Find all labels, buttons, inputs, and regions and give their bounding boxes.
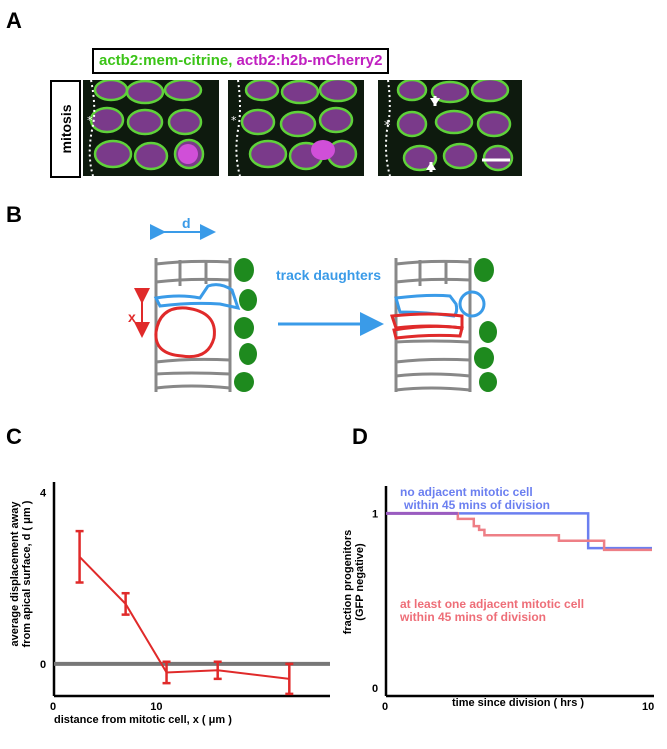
d-legend-red-line2: within 45 mins of division [400,610,547,624]
green-cells-before [234,258,257,392]
c-ylabel-wrap: average displacement away from apical su… [6,470,33,680]
d-legend-red: at least one adjacent mitotic cell withi… [400,598,584,624]
micrograph-3-image: * [378,80,522,176]
panel-label-d: D [352,424,368,449]
d-legend-blue-line2: within 45 mins of division [404,498,551,512]
d-series-no-adjacent [386,512,652,550]
d-label: d [182,215,191,231]
tissue-before [154,258,232,392]
c-xtick-zero: 0 [50,701,56,713]
d-xlabel: time since division ( hrs ) [452,697,585,709]
d-legend-red-line1: at least one adjacent mitotic cell [400,597,585,611]
c-series-line [78,556,290,680]
apical-asterisk-2: * [231,114,237,127]
panel-label-c: C [6,424,22,449]
micrograph-1: * [83,80,219,176]
apical-asterisk: * [87,114,93,127]
d-legend-blue: no adjacent mitotic cell within 45 mins … [400,486,550,512]
legend-magenta-channel: actb2:h2b-mCherry2 [236,52,383,69]
blue-neighbor-cell [153,283,241,311]
c-ylabel-line1: average displacement away [9,501,21,647]
micrograph-2-image: * [228,80,364,176]
blue-daughter-round [458,290,486,318]
d-ytick-top: 1 [372,508,378,520]
panel-label-b: B [6,202,22,227]
legend-green-channel: actb2:mem-citrine, [99,52,233,69]
c-ytick-zero: 0 [40,659,46,671]
daughter-arrow-bottom [426,162,436,170]
green-cells-after [474,258,497,392]
apical-asterisk-3: * [384,119,391,134]
panel-label-a: A [6,8,22,33]
c-xtick-ten: 10 [150,701,162,713]
chart-d: 1 0 0 10 [372,486,654,713]
c-xlabel: distance from mitotic cell, x ( μm ) [54,714,232,726]
d-legend-blue-line1: no adjacent mitotic cell [400,485,533,499]
d-series-adjacent [386,512,652,552]
track-daughters-label: track daughters [276,267,381,283]
x-label: x [128,309,136,325]
c-ytick-top: 4 [40,488,47,500]
d-xtick-ten: 10 [642,701,654,713]
d-ytick-zero: 0 [372,683,378,695]
daughter-arrow-top [430,98,440,106]
d-ylabel-line1: fraction progenitors [342,529,354,635]
row-label-mitosis: mitosis [57,104,74,154]
chart-c: 4 0 0 10 [40,482,330,713]
row-label-box: mitosis [50,80,81,178]
micrograph-3: * [378,80,522,176]
micrograph-1-image: * [83,80,219,176]
red-mitotic-cell [154,306,216,359]
channel-legend: actb2:mem-citrine, actb2:h2b-mCherry2 [92,48,390,74]
d-xtick-zero: 0 [382,701,388,713]
micrograph-2: * [228,80,364,176]
red-daughter-2 [392,324,464,340]
schematic-panel-b: d x track daughters [128,215,497,392]
